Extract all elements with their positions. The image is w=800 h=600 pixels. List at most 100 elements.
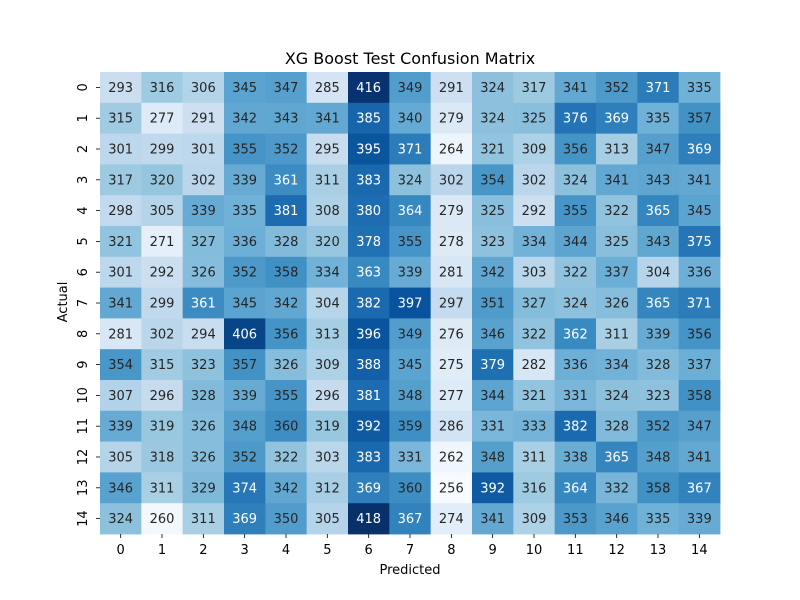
- cell-value-label: 349: [398, 81, 423, 96]
- cell-value-label: 374: [232, 481, 257, 496]
- heatmap-cell: [513, 195, 556, 227]
- heatmap-cell: [100, 256, 142, 288]
- cell-value-label: 291: [191, 112, 216, 127]
- heatmap-cell: [637, 472, 680, 504]
- cell-value-label: 348: [646, 451, 671, 466]
- cell-value-label: 278: [439, 235, 464, 250]
- y-tick-label: 14: [76, 510, 91, 527]
- heatmap-cell: [554, 318, 597, 350]
- heatmap-cell: [265, 318, 308, 350]
- cell-value-label: 345: [398, 358, 423, 373]
- heatmap-cell: [224, 72, 266, 104]
- cell-value-label: 367: [687, 481, 712, 496]
- heatmap-cell: [182, 410, 225, 442]
- cell-value-label: 260: [150, 512, 175, 527]
- heatmap-cell: [430, 503, 473, 535]
- cell-value-label: 309: [522, 143, 547, 158]
- cell-value-label: 256: [439, 481, 464, 496]
- heatmap-cell: [182, 441, 225, 473]
- cell-value-label: 392: [356, 420, 381, 435]
- heatmap-cell: [678, 472, 721, 504]
- cell-value-label: 304: [646, 266, 671, 281]
- cell-value-label: 303: [522, 266, 547, 281]
- heatmap-cell: [182, 349, 225, 381]
- heatmap-cell: [678, 195, 721, 227]
- heatmap-cell: [182, 318, 225, 350]
- cell-value-label: 416: [356, 81, 381, 96]
- cell-value-label: 334: [604, 358, 629, 373]
- cell-value-label: 344: [563, 235, 588, 250]
- heatmap-cell: [141, 164, 184, 196]
- heatmap-cell: [100, 349, 142, 381]
- heatmap-cell: [265, 441, 308, 473]
- heatmap-cell: [596, 410, 638, 442]
- heatmap-cell: [224, 441, 266, 473]
- heatmap-cell: [678, 349, 721, 381]
- cell-value-label: 327: [191, 235, 216, 250]
- cell-value-label: 349: [398, 327, 423, 342]
- cell-value-label: 339: [232, 173, 257, 188]
- cell-value-label: 296: [150, 389, 175, 404]
- cell-value-label: 281: [108, 327, 133, 342]
- cell-value-label: 335: [687, 81, 712, 96]
- x-tick-label: 14: [691, 543, 708, 558]
- heatmap-cell: [265, 72, 308, 104]
- cell-value-label: 320: [315, 235, 340, 250]
- cell-value-label: 320: [150, 173, 175, 188]
- cell-value-label: 276: [439, 327, 464, 342]
- heatmap-cell: [224, 133, 266, 165]
- heatmap-cell: [182, 503, 225, 535]
- heatmap-cell: [472, 72, 514, 104]
- cell-value-label: 334: [522, 235, 547, 250]
- cell-value-label: 331: [563, 389, 588, 404]
- heatmap-cell: [141, 349, 184, 381]
- heatmap-cell: [430, 164, 473, 196]
- heatmap-cell: [472, 441, 514, 473]
- cell-value-label: 274: [439, 512, 464, 527]
- heatmap-cell: [554, 72, 597, 104]
- cell-value-label: 327: [522, 297, 547, 312]
- cell-value-label: 312: [315, 481, 340, 496]
- cell-value-label: 305: [150, 204, 175, 219]
- heatmap-cell: [430, 226, 473, 258]
- cell-value-label: 324: [563, 173, 588, 188]
- heatmap-cell: [596, 349, 638, 381]
- cell-value-label: 343: [646, 235, 671, 250]
- y-tick-label: 13: [76, 480, 91, 497]
- heatmap-cell: [389, 164, 432, 196]
- heatmap-cell: [306, 380, 349, 412]
- cell-value-label: 396: [356, 327, 381, 342]
- chart-title: XG Boost Test Confusion Matrix: [285, 49, 535, 68]
- y-tick-label: 1: [76, 114, 91, 122]
- heatmap-cell: [389, 441, 432, 473]
- heatmap-cell: [348, 349, 390, 381]
- cell-value-label: 279: [439, 204, 464, 219]
- heatmap-cell: [678, 164, 721, 196]
- heatmap-cell: [678, 287, 721, 319]
- cell-value-label: 358: [274, 266, 299, 281]
- heatmap-cell: [100, 503, 142, 535]
- heatmap-cell: [100, 410, 142, 442]
- heatmap-cell: [596, 287, 638, 319]
- heatmap-cell: [472, 472, 514, 504]
- cell-value-label: 294: [191, 327, 216, 342]
- x-tick-label: 6: [365, 543, 373, 558]
- heatmap-cell: [678, 503, 721, 535]
- heatmap-cell: [637, 503, 680, 535]
- cell-value-label: 388: [356, 358, 381, 373]
- cell-value-label: 282: [522, 358, 547, 373]
- cell-value-label: 277: [439, 389, 464, 404]
- cell-value-label: 347: [646, 143, 671, 158]
- heatmap-cell: [100, 195, 142, 227]
- heatmap-cell: [389, 256, 432, 288]
- cell-value-label: 353: [563, 512, 588, 527]
- cell-value-label: 343: [646, 173, 671, 188]
- cell-value-label: 345: [232, 81, 257, 96]
- y-tick-label: 2: [76, 145, 91, 153]
- heatmap-cell: [348, 287, 390, 319]
- cell-value-label: 319: [315, 420, 340, 435]
- heatmap-cell: [472, 195, 514, 227]
- cell-value-label: 380: [356, 204, 381, 219]
- heatmap-cell: [306, 72, 349, 104]
- heatmap-cell: [265, 410, 308, 442]
